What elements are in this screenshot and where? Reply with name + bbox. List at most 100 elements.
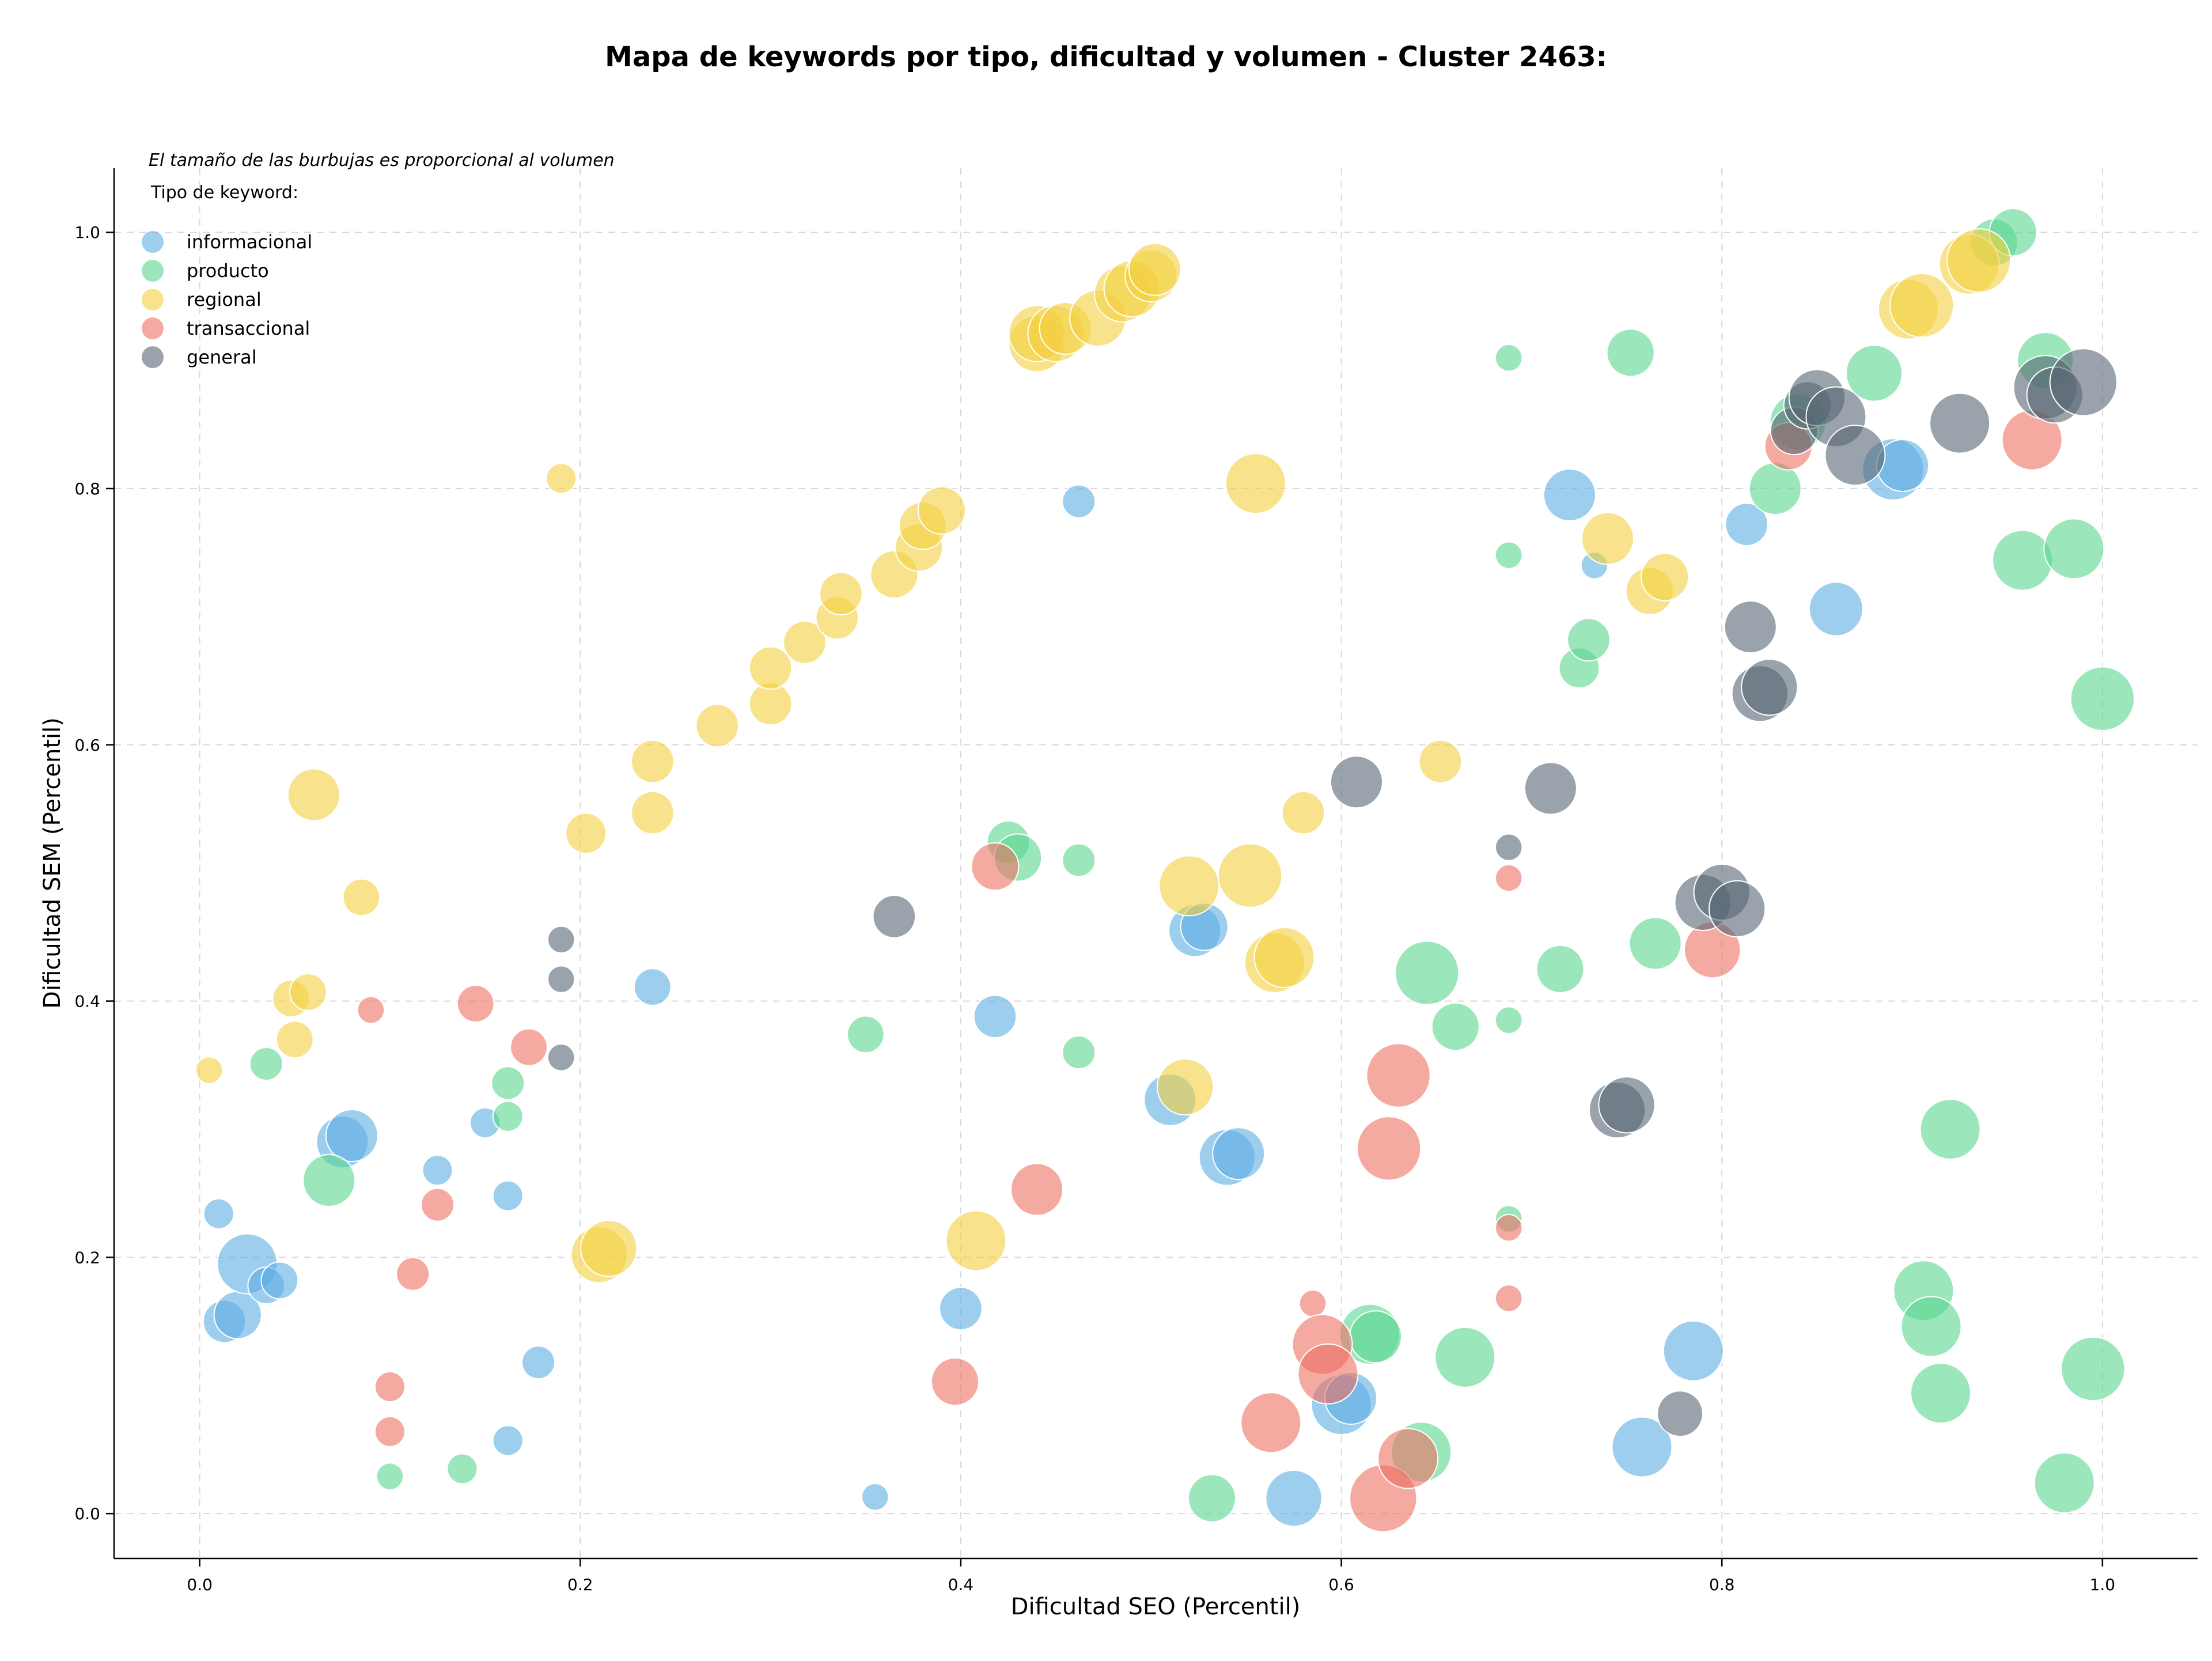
bubble-regional [945,1210,1007,1272]
bubble-producto [491,1066,525,1100]
bubble-producto [1919,1098,1981,1160]
bubble-transaccional [1366,1043,1431,1108]
bubble-transaccional [357,996,385,1024]
bubble-general [547,1043,575,1072]
bubble-regional [631,790,675,835]
bubble-general [1524,762,1577,815]
bubble-informacional [203,1198,234,1229]
bubble-informacional [1265,1469,1323,1527]
x-axis-label: Dificultad SEO (Percentil) [1011,1594,1301,1620]
bubble-producto [1845,345,1903,402]
bubble-producto [2061,1336,2126,1402]
x-tick-label: 1.0 [2090,1575,2116,1594]
y-tick-label: 1.0 [74,223,100,242]
bubble-general [1708,880,1766,938]
bubble-producto [1567,618,1611,662]
bubble-producto [1900,1296,1962,1357]
bubble-producto [1395,940,1460,1005]
bubble-producto [1910,1363,1972,1424]
bubble-regional [1889,273,1955,338]
x-tick-label: 0.8 [1709,1575,1735,1594]
bubble-regional [565,812,607,854]
bubble-general [1330,755,1384,809]
bubble-informacional [492,1180,524,1212]
bubble-transaccional [1494,864,1523,892]
bubble-regional [631,739,675,784]
bubble-general [1929,392,1991,454]
bubble-informacional [1725,502,1768,547]
bubble-transaccional [1494,1213,1523,1242]
bubble-transaccional [971,842,1020,891]
bubble-transaccional [374,1416,406,1447]
bubble-informacional [492,1425,524,1456]
legend-marker-informacional [142,231,164,253]
legend-label-informacional: informacional [187,231,312,253]
bubble-producto [376,1462,404,1490]
y-tick-label: 0.2 [74,1248,100,1267]
bubble-informacional [1662,1320,1724,1382]
legend-marker-producto [142,260,164,282]
bubble-transaccional [1356,1116,1422,1181]
bubble-producto [2070,666,2135,731]
bubble-informacional [633,968,672,1006]
bubble-producto [1434,1326,1496,1388]
bubble-transaccional [1010,1163,1064,1216]
bubble-producto [1494,541,1523,569]
bubble-informacional [325,1109,378,1163]
bubble-general [1657,1390,1703,1437]
bubble-producto [1536,944,1585,994]
bubble-regional [1253,926,1315,988]
bubble-regional [1217,843,1283,908]
bubble-regional [1581,512,1635,565]
bubble-regional [342,878,381,917]
bubble-informacional [973,994,1017,1039]
bubble-general [1824,425,1886,486]
bubble-transaccional [1377,1428,1439,1489]
legend-label-transaccional: transaccional [187,317,310,339]
bubble-producto [1992,529,2054,591]
x-tick-label: 0.0 [187,1575,213,1594]
y-tick-label: 0.6 [74,736,100,755]
bubble-transaccional [1298,1289,1327,1318]
x-tick-label: 0.4 [948,1575,974,1594]
legend-label-regional: regional [187,289,262,311]
bubble-informacional [1212,1127,1266,1181]
bubble-producto [1748,461,1802,516]
chart-title: Mapa de keywords por tipo, dificultad y … [605,41,1607,73]
bubble-regional [1640,553,1690,601]
bubble-informacional [521,1345,556,1380]
bubble-informacional [861,1482,889,1511]
y-tick-label: 0.8 [74,479,100,498]
bubble-producto [492,1100,524,1132]
bubble-informacional [1062,484,1096,519]
bubble-producto [1494,1006,1523,1035]
bubble-regional [580,1220,638,1277]
bubble-informacional [1543,468,1596,522]
bubble-producto [302,1153,356,1207]
bubble-transaccional [1297,1343,1359,1405]
bubble-producto [1187,1474,1237,1523]
bubble-regional [546,463,577,494]
bubble-regional [195,1056,224,1084]
bubble-producto [2033,1452,2095,1514]
bubble-regional [695,703,739,748]
bubble-producto [1628,917,1682,970]
bubble-informacional [1611,1416,1673,1478]
bubble-general [1494,833,1523,861]
axes: 0.0 0.2 0.4 0.6 0.8 1.0 0.0 0.2 0.4 0.6 0.8 1.0 [74,168,2198,1594]
bubble-transaccional [421,1187,455,1222]
bubble-general [1598,1076,1656,1134]
bubble-producto [2043,518,2105,580]
bubble-regional [1157,1058,1214,1116]
legend-marker-regional [142,289,164,311]
bubble-producto [1349,1310,1403,1364]
bubble-regional [1281,790,1325,835]
bubble-regional [1225,453,1286,514]
bubble-regional [275,1020,314,1059]
legend-title: Tipo de keyword: [150,183,298,203]
bubble-producto [1062,1035,1096,1070]
bubble-transaccional [374,1371,406,1402]
bubble-informacional [1808,581,1863,637]
bubble-regional [1946,228,2012,293]
